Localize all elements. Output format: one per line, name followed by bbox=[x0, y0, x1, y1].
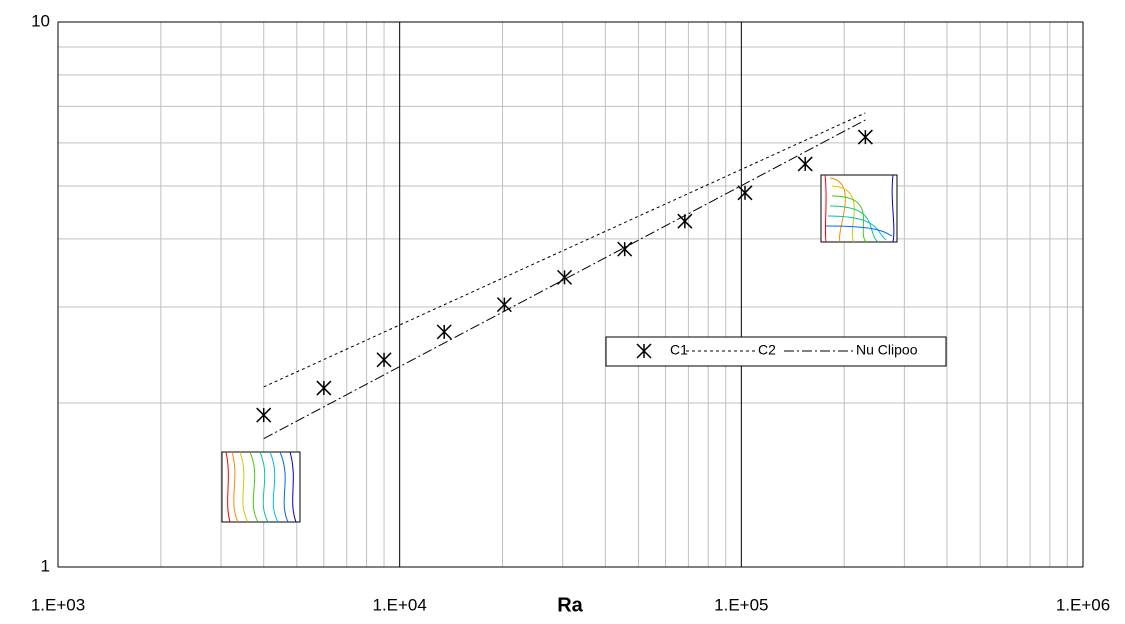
x-tick-label: 1.E+04 bbox=[372, 595, 426, 614]
plot-area bbox=[256, 112, 873, 440]
marker bbox=[556, 269, 573, 285]
marker bbox=[857, 129, 873, 145]
marker bbox=[496, 297, 512, 313]
x-tick-label: 1.E+06 bbox=[1056, 595, 1110, 614]
marker bbox=[737, 185, 753, 201]
legend-label: C2 bbox=[758, 342, 776, 358]
legend-box bbox=[605, 336, 947, 367]
contour-inset bbox=[221, 451, 301, 523]
x-tick-label: 1.E+05 bbox=[714, 595, 768, 614]
marker bbox=[677, 213, 693, 229]
contour-inset bbox=[820, 174, 898, 243]
marker bbox=[256, 407, 272, 423]
series-line bbox=[263, 119, 866, 440]
marker bbox=[316, 380, 332, 396]
marker bbox=[617, 241, 633, 257]
marker bbox=[376, 352, 392, 368]
grid bbox=[57, 21, 1084, 568]
legend: C1 C2 Nu Clipoo bbox=[605, 336, 947, 367]
marker bbox=[636, 343, 652, 359]
x-axis-label: Ra bbox=[557, 594, 583, 616]
legend-label: Nu Clipoo bbox=[856, 342, 918, 358]
y-tick-label: 1 bbox=[41, 556, 50, 575]
x-tick-label: 1.E+03 bbox=[31, 595, 85, 614]
insets bbox=[221, 174, 898, 523]
legend-label: C1 bbox=[670, 342, 688, 358]
marker bbox=[797, 156, 813, 172]
series-line bbox=[263, 112, 866, 388]
marker bbox=[436, 324, 452, 340]
y-tick-label: 10 bbox=[31, 11, 50, 30]
